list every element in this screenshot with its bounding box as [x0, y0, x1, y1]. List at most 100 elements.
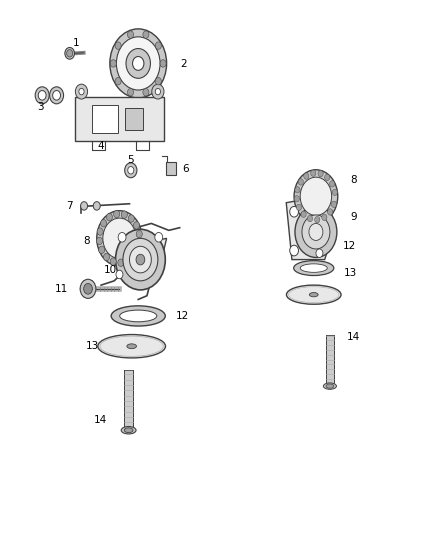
Circle shape	[123, 238, 158, 281]
Polygon shape	[286, 196, 336, 260]
Circle shape	[103, 253, 110, 261]
Circle shape	[113, 211, 120, 218]
Ellipse shape	[124, 428, 133, 433]
Circle shape	[115, 42, 121, 50]
Ellipse shape	[100, 336, 163, 357]
Circle shape	[96, 237, 102, 245]
Circle shape	[130, 246, 151, 273]
Circle shape	[294, 169, 338, 223]
Text: 6: 6	[183, 164, 189, 174]
Circle shape	[152, 84, 164, 99]
Text: 7: 7	[67, 201, 73, 212]
Ellipse shape	[98, 335, 166, 358]
Circle shape	[131, 251, 138, 259]
Circle shape	[103, 218, 136, 259]
Circle shape	[99, 246, 105, 254]
Circle shape	[110, 29, 166, 98]
Circle shape	[38, 91, 46, 100]
Ellipse shape	[293, 261, 334, 276]
Circle shape	[121, 211, 127, 219]
Bar	[124, 370, 133, 430]
Text: 4: 4	[98, 141, 104, 151]
Circle shape	[97, 211, 142, 266]
Circle shape	[135, 243, 141, 251]
Circle shape	[49, 87, 64, 104]
Circle shape	[35, 87, 49, 104]
Text: 11: 11	[54, 284, 67, 294]
Circle shape	[294, 196, 300, 202]
Text: 3: 3	[37, 102, 44, 112]
Circle shape	[80, 279, 96, 298]
Circle shape	[318, 171, 323, 177]
Text: 5: 5	[127, 155, 134, 165]
Circle shape	[155, 42, 162, 50]
Polygon shape	[117, 238, 166, 281]
Text: 13: 13	[343, 268, 357, 278]
Circle shape	[65, 47, 74, 59]
Circle shape	[295, 187, 300, 193]
Circle shape	[53, 91, 60, 100]
Text: 1: 1	[73, 38, 80, 47]
Circle shape	[118, 259, 124, 266]
Circle shape	[134, 222, 140, 229]
Circle shape	[290, 206, 298, 217]
Circle shape	[155, 88, 160, 95]
Circle shape	[81, 201, 88, 210]
Circle shape	[84, 284, 92, 294]
Circle shape	[295, 206, 337, 257]
Ellipse shape	[300, 264, 327, 272]
Circle shape	[118, 232, 126, 242]
Circle shape	[316, 249, 323, 257]
Circle shape	[116, 270, 123, 279]
Ellipse shape	[121, 426, 136, 434]
Ellipse shape	[120, 310, 157, 322]
Circle shape	[125, 256, 131, 264]
Text: 9: 9	[350, 212, 357, 222]
Bar	[75, 97, 164, 141]
Circle shape	[290, 245, 298, 256]
Circle shape	[143, 88, 149, 96]
Circle shape	[307, 215, 313, 222]
Circle shape	[314, 216, 320, 223]
Circle shape	[133, 56, 144, 70]
Circle shape	[110, 258, 117, 265]
Ellipse shape	[127, 344, 137, 349]
Circle shape	[125, 163, 137, 177]
Circle shape	[298, 179, 304, 185]
Circle shape	[128, 166, 134, 174]
Ellipse shape	[286, 285, 341, 304]
Text: 12: 12	[343, 241, 356, 251]
Text: 10: 10	[104, 265, 117, 275]
Text: 2: 2	[180, 60, 187, 69]
Circle shape	[332, 201, 336, 207]
Circle shape	[143, 31, 149, 38]
Bar	[125, 108, 143, 130]
Text: 8: 8	[350, 175, 357, 185]
Ellipse shape	[323, 383, 336, 389]
Text: 14: 14	[347, 332, 360, 342]
Bar	[166, 163, 176, 175]
Circle shape	[93, 201, 100, 210]
Circle shape	[126, 49, 150, 78]
Circle shape	[297, 204, 302, 211]
Circle shape	[332, 189, 337, 196]
Text: 12: 12	[176, 311, 189, 321]
Circle shape	[311, 170, 316, 176]
Circle shape	[330, 181, 335, 187]
Circle shape	[304, 173, 309, 179]
Circle shape	[155, 232, 162, 242]
Circle shape	[300, 177, 332, 215]
Circle shape	[127, 88, 134, 96]
Bar	[326, 335, 334, 386]
Circle shape	[116, 229, 165, 290]
Circle shape	[322, 214, 327, 221]
Circle shape	[128, 215, 134, 222]
Circle shape	[115, 77, 121, 85]
Ellipse shape	[326, 384, 334, 388]
Text: 13: 13	[86, 341, 99, 351]
Circle shape	[155, 77, 162, 85]
Circle shape	[325, 174, 330, 181]
Circle shape	[67, 50, 73, 57]
Circle shape	[101, 220, 107, 227]
Circle shape	[309, 223, 323, 240]
